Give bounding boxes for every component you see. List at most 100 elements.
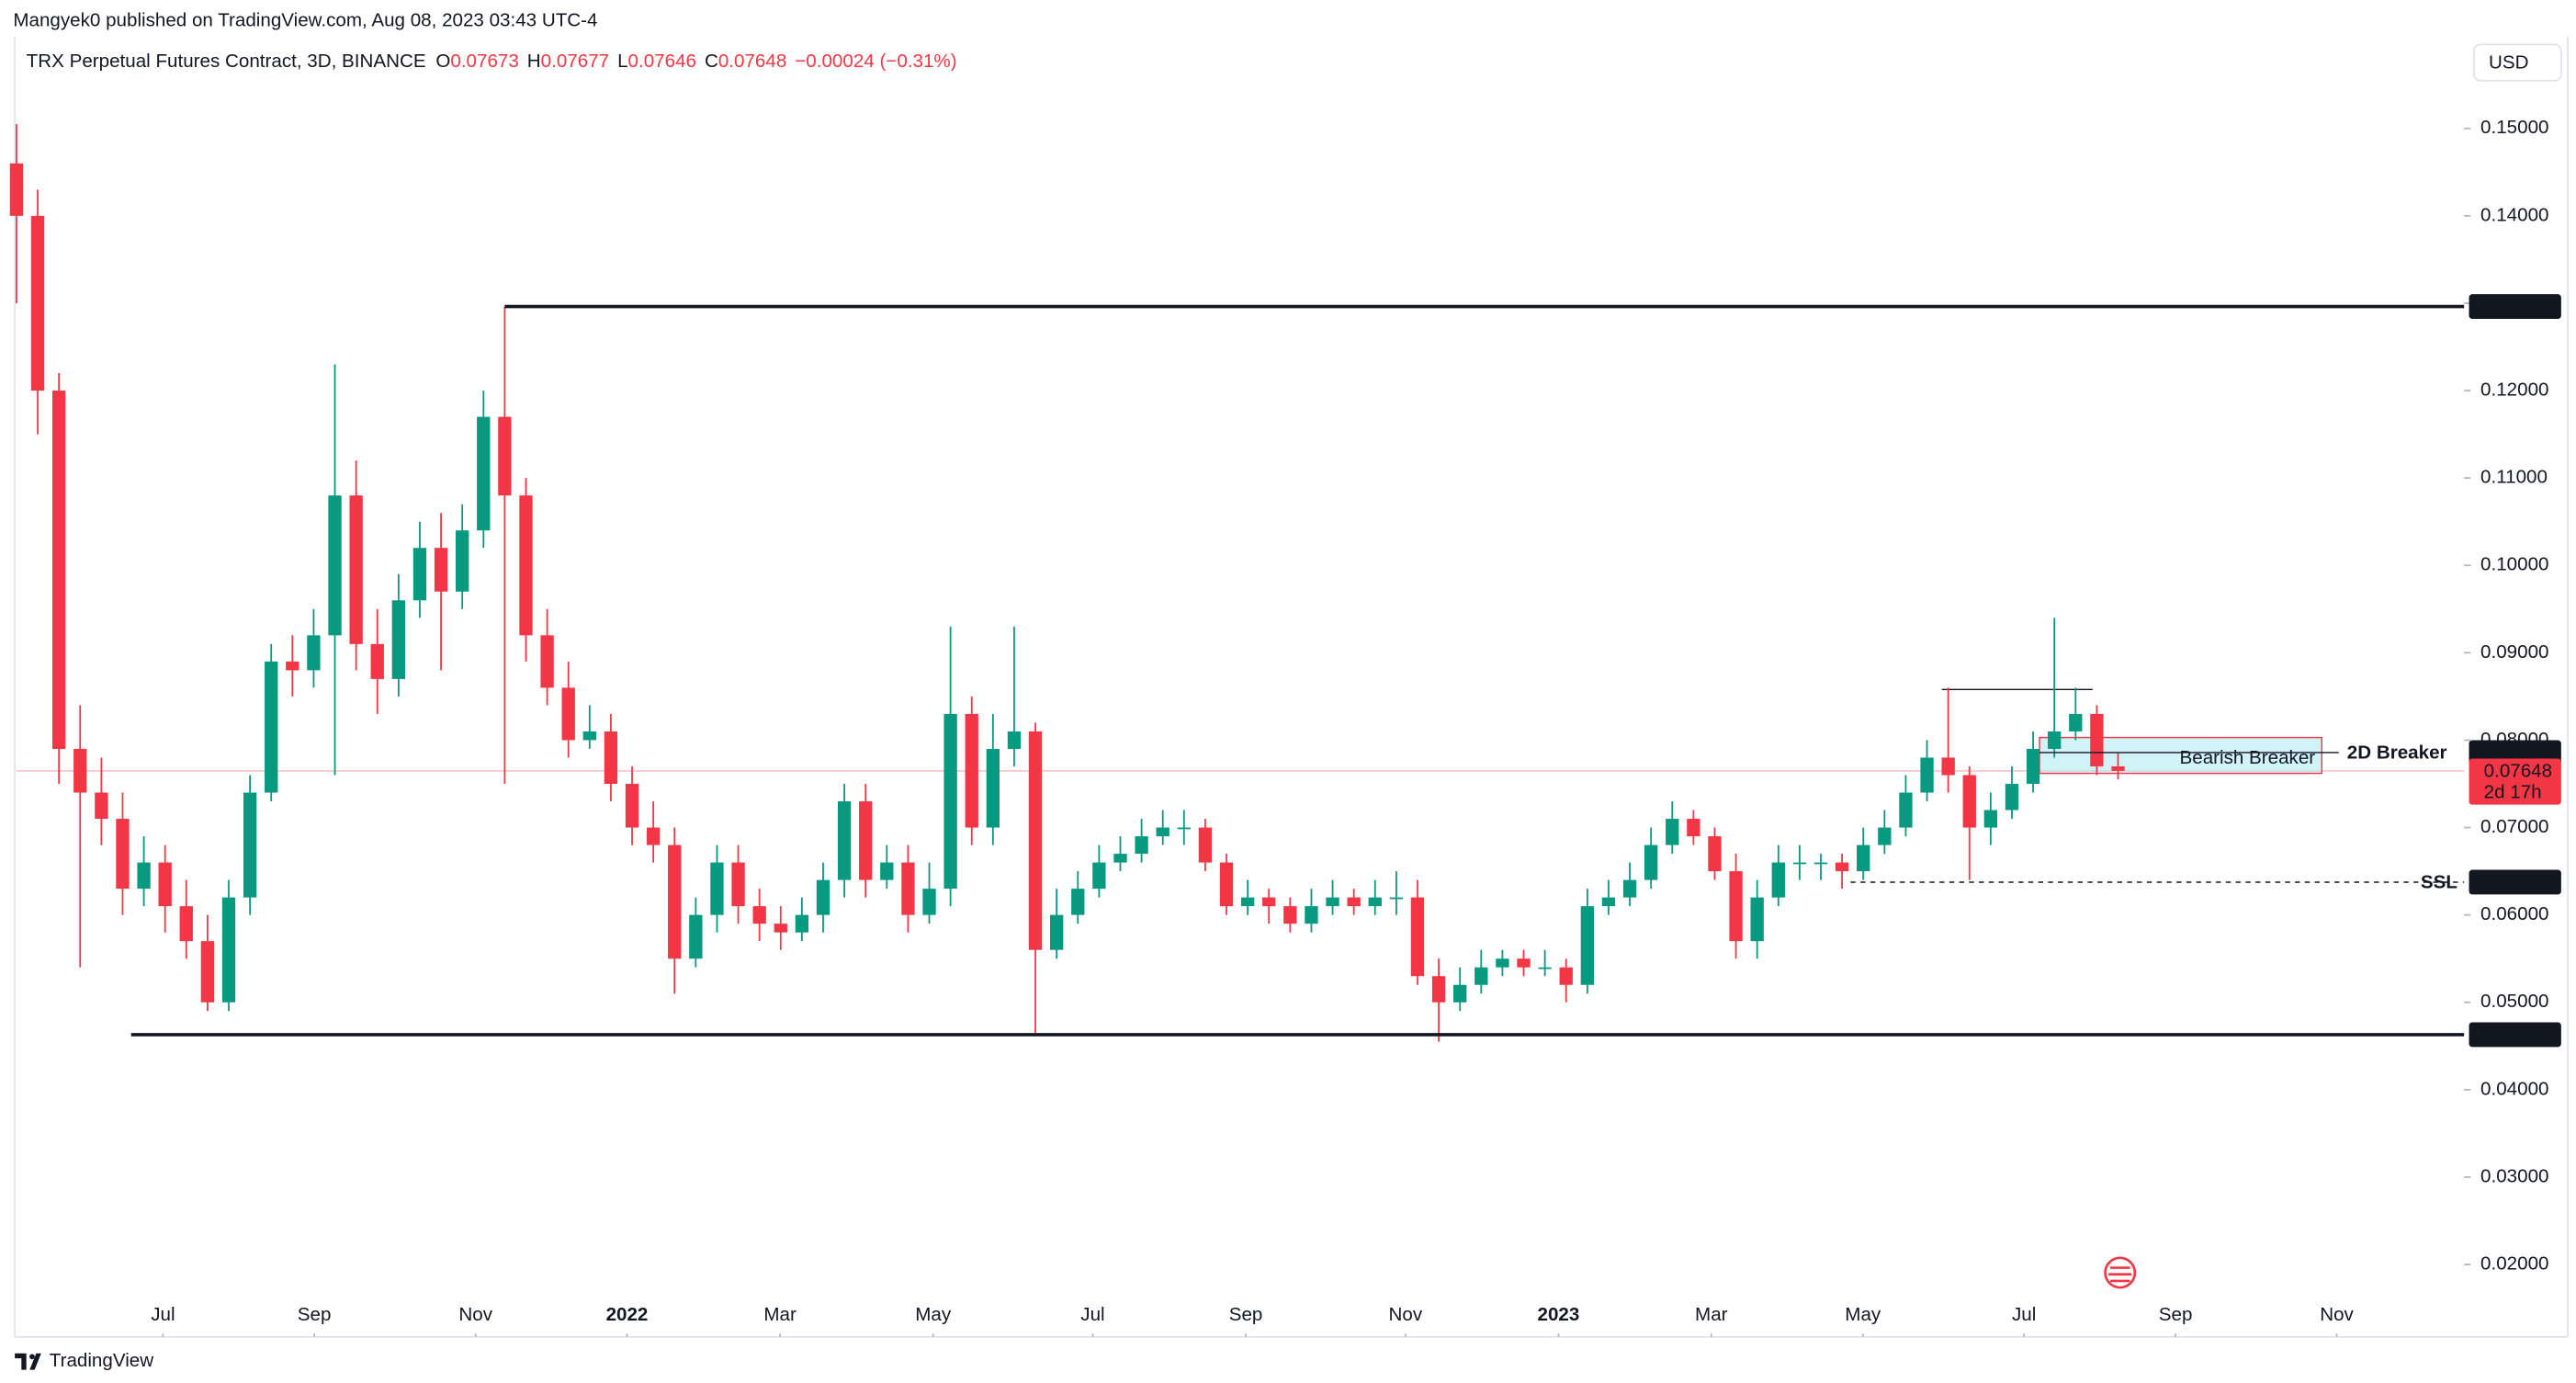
candle-body: [1177, 827, 1191, 830]
candle-body: [243, 792, 257, 898]
x-tick-label: May: [915, 1304, 952, 1325]
candle-body: [1007, 731, 1022, 749]
candle-body: [625, 783, 639, 828]
candle-body: [1538, 967, 1552, 969]
legend-value: 0.07646: [628, 51, 696, 73]
candle-body: [837, 801, 852, 880]
candle-body: [137, 862, 151, 890]
candle-body: [391, 600, 406, 679]
breaker-zone: [2039, 736, 2323, 775]
candle-body: [1156, 827, 1169, 837]
candle-body: [582, 731, 596, 741]
candle-body: [349, 495, 363, 644]
candle-body: [604, 731, 618, 784]
x-tick-label: May: [1845, 1304, 1881, 1325]
candle-body: [1857, 845, 1870, 872]
candle-body: [158, 862, 172, 907]
candle-body: [1644, 845, 1658, 880]
x-tick-label: 2023: [1537, 1304, 1579, 1325]
candle-body: [412, 548, 427, 601]
candle-body: [434, 548, 448, 592]
candle-body: [880, 862, 894, 880]
legend-key: L: [617, 51, 627, 73]
currency-button[interactable]: [2473, 43, 2562, 82]
candle-body: [1559, 967, 1573, 985]
flag-circle: [2104, 1256, 2137, 1289]
candle-body: [498, 416, 512, 496]
candle-body: [689, 914, 703, 959]
x-tick-label: Nov: [458, 1304, 492, 1325]
candle-body: [200, 941, 215, 1003]
candle-body: [1666, 819, 1679, 845]
y-tick-label: 0.02000: [2480, 1253, 2548, 1274]
candle-body: [1240, 897, 1255, 907]
candle-body: [1622, 879, 1637, 898]
logo-dot: [29, 1354, 35, 1360]
candle-body: [456, 530, 469, 592]
x-tick-label: Sep: [2159, 1304, 2193, 1325]
countdown: 2d 17h: [2484, 782, 2542, 803]
price-tag: [2469, 294, 2561, 320]
candle-body: [1601, 897, 1616, 907]
candle-body: [2005, 783, 2019, 811]
y-tick-label: 0.07000: [2480, 816, 2548, 837]
candle-body: [561, 687, 575, 741]
y-tick-label: 0.15000: [2480, 117, 2548, 138]
x-tick-label: Mar: [1695, 1304, 1728, 1325]
x-tick-label: Sep: [298, 1304, 332, 1325]
candle-body: [668, 845, 682, 959]
candle-body: [116, 819, 130, 890]
candle-body: [1092, 862, 1106, 890]
x-tick-label: Jul: [151, 1304, 175, 1325]
candle-body: [1368, 897, 1382, 907]
currency[interactable]: USD: [2489, 51, 2528, 73]
candle-body: [51, 391, 66, 749]
y-tick-label: 0.14000: [2480, 204, 2548, 225]
brand: TradingView: [50, 1350, 153, 1371]
candle-body: [1474, 967, 1488, 985]
candle-body: [795, 914, 809, 933]
candle-body: [1431, 976, 1446, 1003]
price-tag: [2469, 1022, 2561, 1048]
candle-body: [1283, 906, 1297, 924]
x-tick-label: Nov: [2320, 1304, 2354, 1325]
candle-body: [1071, 889, 1085, 915]
candle-body: [1920, 757, 1934, 793]
candle-body: [901, 862, 915, 915]
candle-body: [2069, 713, 2083, 731]
candle-body: [1135, 836, 1148, 855]
candle-body: [1389, 897, 1404, 900]
candle-body: [1305, 906, 1318, 924]
x-tick-label: 2022: [606, 1304, 649, 1325]
candle-body: [9, 163, 24, 216]
legend-key: C: [705, 51, 718, 73]
candle-body: [1687, 819, 1700, 837]
candle-body: [540, 635, 554, 688]
price-tag-label: 0.12962: [2480, 296, 2548, 317]
candle-body: [1326, 897, 1339, 907]
candle-body: [752, 906, 766, 924]
candle-body: [1941, 757, 1955, 776]
candle-body: [1771, 862, 1785, 898]
candle-body: [2026, 748, 2040, 784]
y-tick-label: 0.12000: [2480, 380, 2548, 401]
candle-body: [1962, 775, 1976, 828]
legend-change: −0.00024 (−0.31%): [795, 51, 956, 73]
candle-body: [1496, 958, 1509, 968]
candle-body: [1262, 897, 1276, 907]
candle-body: [1792, 862, 1807, 865]
flag-icon: [2104, 1256, 2137, 1289]
y-tick-label: 0.09000: [2480, 641, 2548, 663]
last-price-label: 0.07648: [2484, 760, 2552, 781]
candle-body: [922, 889, 936, 915]
candle-body: [1410, 897, 1425, 977]
candle-body: [646, 827, 661, 845]
zone-label: Bearish Breaker: [2180, 747, 2316, 768]
x-tick-label: Sep: [1229, 1304, 1263, 1325]
legend-key: H: [527, 51, 541, 73]
candle-body: [1708, 836, 1722, 872]
candle-body: [519, 495, 533, 636]
candle-body: [774, 924, 787, 933]
legend: TRX Perpetual Futures Contract, 3D, BINA…: [27, 51, 957, 73]
